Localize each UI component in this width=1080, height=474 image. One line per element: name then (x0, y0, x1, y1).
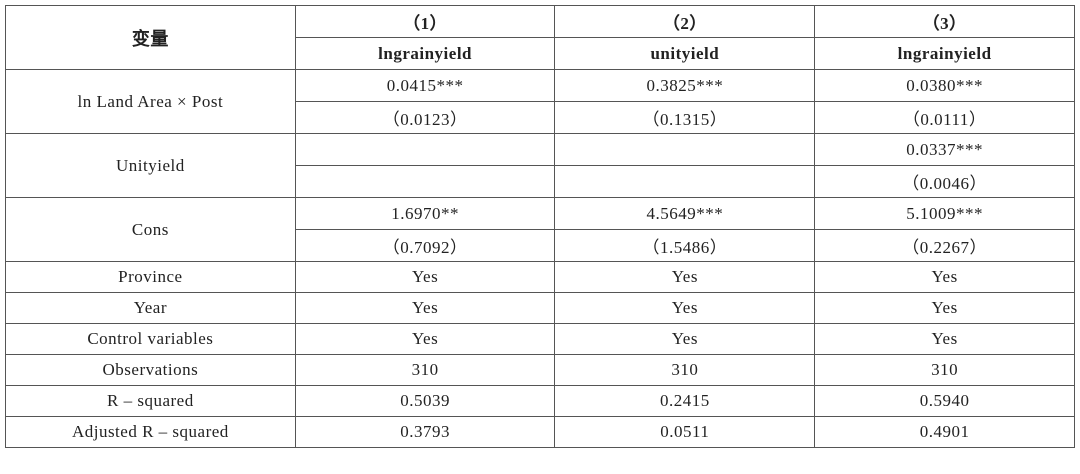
value-cell: 0.0511 (554, 416, 816, 448)
col-number-2: （2） (554, 5, 816, 38)
row-label-unityield: Unityield (5, 133, 296, 198)
coef-cell (554, 133, 816, 166)
coef-cell: 4.5649*** (554, 197, 816, 230)
se-cell: （0.1315） (554, 101, 816, 134)
header-row-depvars: lngrainyield unityield lngrainyield (6, 37, 1075, 70)
col-number-1: （1） (294, 5, 556, 38)
value-cell: Yes (554, 292, 816, 324)
table-row: Observations 310 310 310 (5, 354, 1075, 386)
value-cell: Yes (554, 323, 816, 355)
row-label-cons: Cons (5, 197, 296, 262)
value-cell: Yes (814, 292, 1075, 324)
table-row: Year Yes Yes Yes (5, 292, 1075, 324)
regression-table: 变量 （1） （2） （3） lngrainyield unityield ln… (5, 5, 1075, 448)
col-depvar-2: unityield (554, 37, 816, 70)
table-row: Cons 1.6970** 4.5649*** 5.1009*** (5, 197, 1075, 262)
row-label-observations: Observations (5, 354, 296, 386)
header-row-numbers: 变量 （1） （2） （3） (5, 5, 1075, 70)
row-label-year: Year (5, 292, 296, 324)
value-cell: Yes (294, 323, 556, 355)
table-row: （0.0046） (6, 165, 1075, 198)
coef-cell: 1.6970** (294, 197, 556, 230)
table-row: R – squared 0.5039 0.2415 0.5940 (5, 385, 1075, 417)
se-cell: （0.7092） (294, 229, 556, 262)
value-cell: Yes (814, 261, 1075, 293)
table-row: ln Land Area × Post 0.0415*** 0.3825*** … (5, 69, 1075, 134)
row-label-province: Province (5, 261, 296, 293)
table-row: Control variables Yes Yes Yes (5, 323, 1075, 355)
value-cell: Yes (814, 323, 1075, 355)
value-cell: 0.5940 (814, 385, 1075, 417)
se-cell: （0.0123） (294, 101, 556, 134)
table-row: （0.7092） （1.5486） （0.2267） (6, 229, 1075, 262)
table-row: Unityield 0.0337*** (5, 133, 1075, 198)
coef-cell: 0.0380*** (814, 69, 1075, 102)
value-cell: 310 (814, 354, 1075, 386)
coef-cell: 0.3825*** (554, 69, 816, 102)
coef-cell (294, 133, 556, 166)
value-cell: 0.2415 (554, 385, 816, 417)
value-cell: Yes (554, 261, 816, 293)
se-cell: （1.5486） (554, 229, 816, 262)
row-label-r-squared: R – squared (5, 385, 296, 417)
coef-cell: 5.1009*** (814, 197, 1075, 230)
table-row: （0.0123） （0.1315） （0.0111） (6, 101, 1075, 134)
se-cell (294, 165, 556, 198)
value-cell: 0.5039 (294, 385, 556, 417)
variable-header: 变量 (5, 5, 296, 70)
value-cell: 0.4901 (814, 416, 1075, 448)
se-cell: （0.2267） (814, 229, 1075, 262)
value-cell: Yes (294, 261, 556, 293)
coef-cell: 0.0415*** (294, 69, 556, 102)
se-cell: （0.0111） (814, 101, 1075, 134)
value-cell: 310 (294, 354, 556, 386)
col-depvar-1: lngrainyield (294, 37, 556, 70)
value-cell: Yes (294, 292, 556, 324)
row-label-ln-land-area-post: ln Land Area × Post (5, 69, 296, 134)
table-row: Province Yes Yes Yes (5, 261, 1075, 293)
value-cell: 0.3793 (294, 416, 556, 448)
se-cell: （0.0046） (814, 165, 1075, 198)
col-number-3: （3） (814, 5, 1075, 38)
row-label-adjusted-r-squared: Adjusted R – squared (5, 416, 296, 448)
coef-cell: 0.0337*** (814, 133, 1075, 166)
value-cell: 310 (554, 354, 816, 386)
row-label-control-variables: Control variables (5, 323, 296, 355)
col-depvar-3: lngrainyield (814, 37, 1075, 70)
table-row: Adjusted R – squared 0.3793 0.0511 0.490… (5, 416, 1075, 448)
se-cell (554, 165, 816, 198)
